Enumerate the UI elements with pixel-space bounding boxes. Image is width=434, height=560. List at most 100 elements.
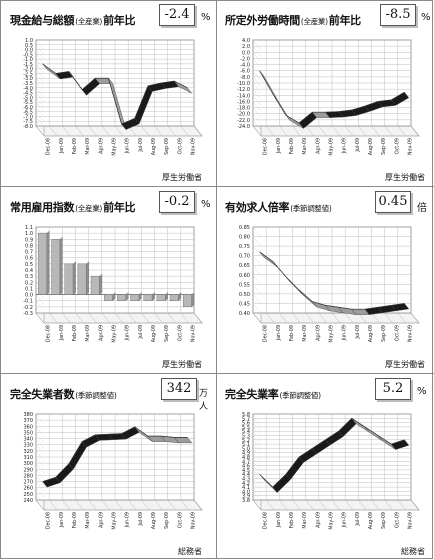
- grid-line-side: [252, 58, 262, 69]
- panel-title: 現金給与総額(全産業)前年比: [10, 14, 136, 27]
- y-tick-label: 0.5: [25, 43, 33, 49]
- y-tick-label: 0.40: [239, 311, 250, 317]
- floor-line: [410, 312, 420, 324]
- floor-line: [154, 312, 163, 324]
- panel-unemployment-rate: 完全失業率(季節調整値) 5.2 % 5.8 5.7 5.6 5.5 5.4 5.3 5.2…: [217, 374, 433, 560]
- grid-line-side: [35, 426, 45, 437]
- x-tick-label: May-09: [111, 325, 117, 343]
- x-tick-label: Jan-09: [59, 138, 65, 154]
- floor-line: [292, 312, 301, 324]
- floor-line: [266, 312, 275, 324]
- x-tick-label: Nov-09: [407, 512, 413, 529]
- bar-side: [138, 292, 142, 302]
- y-tick-label: 4.2: [242, 481, 250, 487]
- job-ratio-chart: 0.85 0.80 0.75 0.70 0.65 0.60 0.55 0.50 0.45 0.40…: [239, 225, 420, 343]
- y-tick-label: -12.0: [237, 87, 250, 93]
- bar-side: [112, 292, 116, 302]
- floor-line: [154, 125, 163, 137]
- floor-line: [114, 499, 124, 511]
- bar: [156, 294, 166, 301]
- floor-line: [101, 312, 110, 324]
- floor-line: [75, 125, 84, 137]
- x-tick-label: Oct-09: [394, 325, 400, 341]
- grid-line-side: [252, 482, 262, 493]
- row-divider-2: [0, 373, 434, 374]
- floor-line: [397, 125, 406, 137]
- unit-label: %: [201, 199, 211, 210]
- y-tick-label: 0.4: [25, 268, 33, 274]
- x-tick-label: Mar-09: [85, 512, 91, 529]
- floor-line: [371, 125, 380, 137]
- y-tick-label: 0.2: [25, 280, 33, 286]
- floor-line: [266, 499, 275, 511]
- x-tick-label: Dec-08: [46, 325, 52, 342]
- panel-unemployed-count: 完全失業者数(季節調整値) 342 万人 380 370 360 350 340 330 3…: [0, 374, 216, 560]
- bar-side: [151, 292, 155, 302]
- floor-line: [193, 499, 203, 511]
- y-tick-label: 330: [23, 443, 33, 449]
- y-tick-label: 5.4: [242, 429, 250, 435]
- floor-line: [88, 125, 97, 137]
- grid-line-side: [35, 294, 45, 305]
- series-line: [259, 70, 405, 124]
- x-tick-label: Aug-09: [368, 138, 374, 155]
- x-tick-label: Jun-09: [125, 325, 131, 341]
- y-tick-label: -0.1: [23, 299, 33, 305]
- floor-line: [331, 312, 341, 324]
- x-tick-label: Feb-09: [289, 325, 295, 341]
- floor-line: [410, 125, 420, 137]
- y-tick-label: 270: [23, 480, 33, 486]
- series-line: [42, 63, 188, 125]
- y-tick-label: 240: [23, 498, 33, 504]
- y-tick-label: -5.0: [23, 95, 33, 101]
- y-tick-label: 4.0: [242, 489, 250, 495]
- grid-line-side: [252, 431, 262, 442]
- y-tick-label: 300: [23, 461, 33, 467]
- x-tick-label: Jul-09: [138, 325, 144, 340]
- y-tick-label: 310: [23, 455, 33, 461]
- floor-line: [180, 499, 189, 511]
- x-tick-label: Dec-08: [46, 512, 52, 529]
- floor-line: [331, 125, 341, 137]
- y-tick-label: 4.9: [242, 451, 250, 457]
- y-tick-label: -1.5: [23, 62, 33, 68]
- y-tick-label: 0.1: [25, 286, 33, 292]
- floor-line: [62, 499, 71, 511]
- y-tick-label: 0.3: [25, 274, 33, 280]
- x-tick-label: Jan-09: [59, 512, 65, 528]
- x-tick-label: Nov-09: [190, 138, 196, 155]
- grid-line-side: [252, 486, 262, 498]
- x-tick-label: Apr-09: [315, 325, 321, 341]
- y-tick-label: -22.0: [237, 118, 250, 124]
- grid-line-side: [252, 64, 262, 75]
- y-tick-label: 1.1: [25, 225, 33, 231]
- x-tick-label: Mar-09: [302, 512, 308, 529]
- bar: [169, 294, 179, 301]
- floor-line: [88, 499, 97, 511]
- y-tick-label: -6.5: [23, 110, 33, 116]
- y-tick-label: 0.55: [239, 282, 250, 288]
- source-label: 厚生労働省: [385, 360, 425, 369]
- y-tick-label: 0.0: [25, 293, 33, 299]
- floor-line: [49, 312, 58, 324]
- floor-line: [371, 499, 380, 511]
- grid-line-side: [252, 474, 262, 485]
- floor-line: [252, 125, 262, 137]
- bar-side: [99, 273, 103, 295]
- floor-line: [331, 499, 341, 511]
- x-tick-label: Jun-09: [342, 325, 348, 341]
- panel-title: 有効求人倍率(季節調整値): [225, 201, 332, 214]
- panel-job-ratio: 有効求人倍率(季節調整値) 0.45 倍 0.85 0.80 0.75 0.70 0.6…: [217, 187, 433, 373]
- y-tick-label: 3.8: [242, 498, 250, 504]
- x-tick-label: Oct-09: [177, 138, 183, 154]
- y-tick-label: -8.0: [23, 124, 33, 130]
- y-tick-label: 350: [23, 430, 33, 436]
- x-tick-label: Jul-09: [138, 138, 144, 153]
- grid-line-side: [252, 469, 262, 481]
- grid-line-side: [35, 475, 45, 486]
- x-tick-label: Dec-08: [263, 512, 269, 529]
- grid-line-side: [252, 95, 262, 106]
- y-tick-label: -3.5: [23, 81, 33, 87]
- x-tick-label: Sep-09: [381, 138, 387, 155]
- x-tick-label: Dec-08: [263, 138, 269, 155]
